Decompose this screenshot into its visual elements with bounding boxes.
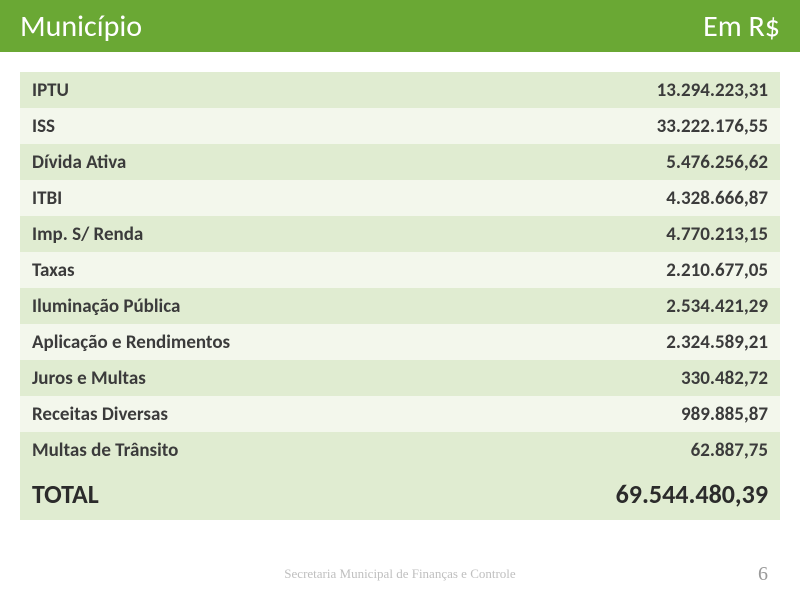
row-label: Aplicação e Rendimentos [20,324,444,360]
row-value: 4.770.213,15 [444,216,780,252]
row-value: 13.294.223,31 [444,72,780,108]
slide-header: Município Em R$ [0,0,800,52]
row-label: ISS [20,108,444,144]
table-container: IPTU13.294.223,31ISS33.222.176,55Dívida … [0,52,800,520]
row-label: Receitas Diversas [20,396,444,432]
table-row: Juros e Multas330.482,72 [20,360,780,396]
row-label: Dívida Ativa [20,144,444,180]
footer-text: Secretaria Municipal de Finanças e Contr… [0,566,800,582]
table-row: Taxas2.210.677,05 [20,252,780,288]
table-row: Receitas Diversas989.885,87 [20,396,780,432]
table-row: Iluminação Pública2.534.421,29 [20,288,780,324]
row-value: 989.885,87 [444,396,780,432]
page-number: 6 [758,563,768,586]
row-value: 62.887,75 [444,432,780,468]
table-row: Dívida Ativa5.476.256,62 [20,144,780,180]
row-label: Imp. S/ Renda [20,216,444,252]
header-title-left: Município [20,8,142,45]
row-value: 5.476.256,62 [444,144,780,180]
row-label: IPTU [20,72,444,108]
row-value: 330.482,72 [444,360,780,396]
table-total-row: TOTAL69.544.480,39 [20,468,780,520]
row-value: 4.328.666,87 [444,180,780,216]
revenue-table: IPTU13.294.223,31ISS33.222.176,55Dívida … [20,72,780,520]
table-row: Multas de Trânsito62.887,75 [20,432,780,468]
table-row: Imp. S/ Renda4.770.213,15 [20,216,780,252]
total-value: 69.544.480,39 [444,468,780,520]
total-label: TOTAL [20,468,444,520]
row-label: Taxas [20,252,444,288]
table-row: IPTU13.294.223,31 [20,72,780,108]
row-value: 2.210.677,05 [444,252,780,288]
table-row: ISS33.222.176,55 [20,108,780,144]
row-value: 2.534.421,29 [444,288,780,324]
row-value: 2.324.589,21 [444,324,780,360]
row-label: Juros e Multas [20,360,444,396]
header-title-right: Em R$ [703,8,780,45]
row-label: Multas de Trânsito [20,432,444,468]
row-label: Iluminação Pública [20,288,444,324]
row-label: ITBI [20,180,444,216]
row-value: 33.222.176,55 [444,108,780,144]
table-row: ITBI4.328.666,87 [20,180,780,216]
table-row: Aplicação e Rendimentos2.324.589,21 [20,324,780,360]
